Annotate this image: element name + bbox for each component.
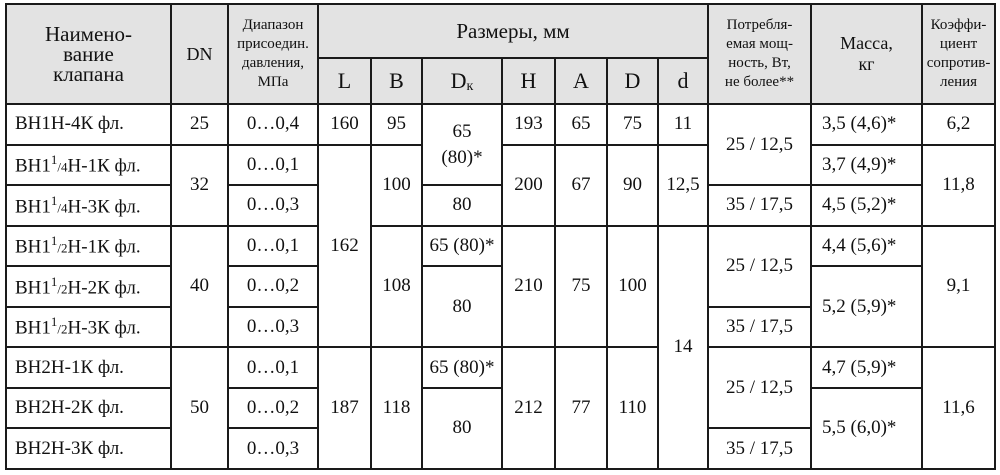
B-value: 95 [370,103,423,146]
header-dn: DN [170,3,229,105]
header-A: A [554,57,608,105]
header-power: Потребля- емая мощ- ность, Вт, не более*… [707,3,813,105]
A-value: 77 [554,346,608,470]
H-value: 210 [501,224,556,349]
pressure-value: 0…0,3 [227,184,319,227]
dn-value: 40 [170,224,229,349]
header-D: D [606,57,659,105]
valve-name: ВН1Н-4К фл. [5,103,172,146]
B-value: 100 [370,143,423,227]
pressure-value: 0…0,3 [227,427,319,470]
power-value: 35 / 17,5 [707,184,813,227]
coef-value: 9,1 [921,224,997,349]
pressure-value: 0…0,2 [227,265,319,308]
header-H: H [501,57,556,105]
pressure-value: 0…0,1 [227,143,319,187]
d-value: 14 [656,224,710,471]
pressure-value: 0…0,1 [227,346,319,389]
B-value: 108 [370,224,423,349]
L-value: 160 [317,103,372,146]
coef-value: 6,2 [921,103,997,146]
H-value: 193 [501,103,556,146]
dn-value: 50 [170,346,229,470]
mass-value: 4,4 (5,6)* [810,224,924,268]
B-value: 118 [370,346,423,470]
A-value: 67 [554,143,608,227]
D-value: 110 [606,346,659,470]
dn-value: 25 [170,103,229,146]
table-row: ВН2Н-2К фл. 0…0,2 80 5,5 (6,0)* [5,386,995,471]
power-value: 35 / 17,5 [707,305,813,349]
power-value: 25 / 12,5 [707,346,813,430]
A-value: 75 [554,224,608,349]
dn-value: 32 [170,143,229,227]
table-row: ВН11/4Н-3К фл. 0…0,3 80 35 / 17,5 4,5 (5… [5,184,995,227]
table-row: ВН11/4Н-1К фл. 32 0…0,1 162 100 200 67 9… [5,143,997,349]
Dk-value: 65 (80)* [421,102,503,187]
valve-spec-table: Наимено- вание клапана DN Диапазон присо… [5,3,997,471]
table-row: ВН11/2Н-3К фл. 0…0,3 35 / 17,5 [5,305,995,349]
L-value: 162 [317,143,372,349]
L-value: 187 [317,346,372,470]
mass-value: 5,2 (5,9)* [810,265,924,349]
table-row: ВН1Н-4К фл. 25 0…0,4 160 95 65 (80)* 193… [5,102,997,187]
valve-name: ВН11/2Н-3К фл. [5,305,172,349]
pressure-value: 0…0,3 [227,305,319,349]
header-Dk: Dк [421,57,503,105]
mass-value: 5,5 (6,0)* [810,386,924,471]
pressure-value: 0…0,1 [227,224,319,268]
header-B: B [370,57,423,105]
valve-name: ВН11/2Н-1К фл. [5,224,172,268]
pressure-value: 0…0,2 [227,386,319,430]
Dk-value: 65 (80)* [421,346,503,389]
power-value: 25 / 12,5 [707,224,813,308]
table-row: ВН2Н-3К фл. 0…0,3 35 / 17,5 [5,427,995,470]
valve-name: ВН11/4Н-1К фл. [5,143,172,187]
mass-value: 3,5 (4,6)* [810,103,924,146]
valve-name: ВН2Н-1К фл. [5,346,172,389]
D-value: 75 [606,103,659,146]
table-row: ВН11/2Н-1К фл. 40 0…0,1 108 65 (80)* 210… [5,224,997,471]
power-value: 25 / 12,5 [707,102,813,187]
header-mass: Масса, кг [810,3,924,105]
Dk-value: 80 [421,184,503,227]
header-resistance-coef: Коэффи- циент сопротив- ления [921,3,997,105]
mass-value: 3,7 (4,9)* [810,143,924,187]
header-pressure-range: Диапазон присоедин. давления, МПа [227,3,319,105]
power-value: 35 / 17,5 [707,427,813,470]
pressure-value: 0…0,4 [227,103,319,146]
valve-name: ВН11/2Н-2К фл. [5,265,172,308]
valve-name: ВН2Н-3К фл. [5,427,172,470]
Dk-value: 80 [421,265,503,349]
H-value: 200 [501,143,556,227]
mass-value: 4,5 (5,2)* [810,184,924,227]
H-value: 212 [501,346,556,470]
header-Dk-subscript: к [466,78,474,94]
header-valve-name: Наимено- вание клапана [5,3,172,105]
valve-name: ВН11/4Н-3К фл. [5,184,172,227]
D-value: 100 [606,224,659,349]
header-L: L [317,57,372,105]
d-value: 12,5 [656,143,710,227]
header-d: d [656,57,710,105]
coef-value: 11,8 [921,143,997,227]
coef-value: 11,6 [921,346,997,470]
valve-name: ВН2Н-2К фл. [5,386,172,430]
header-Dk-main: D [450,67,467,93]
Dk-value: 80 [421,386,503,471]
Dk-value: 65 (80)* [421,224,503,268]
d-value: 11 [656,103,710,146]
header-dimensions: Размеры, мм [316,3,710,59]
mass-value: 4,7 (5,9)* [810,346,924,389]
table-row: ВН11/2Н-2К фл. 0…0,2 80 5,2 (5,9)* [5,265,995,349]
A-value: 65 [554,103,608,146]
table-row: ВН2Н-1К фл. 50 0…0,1 187 118 65 (80)* 21… [5,346,997,470]
D-value: 90 [606,143,659,227]
